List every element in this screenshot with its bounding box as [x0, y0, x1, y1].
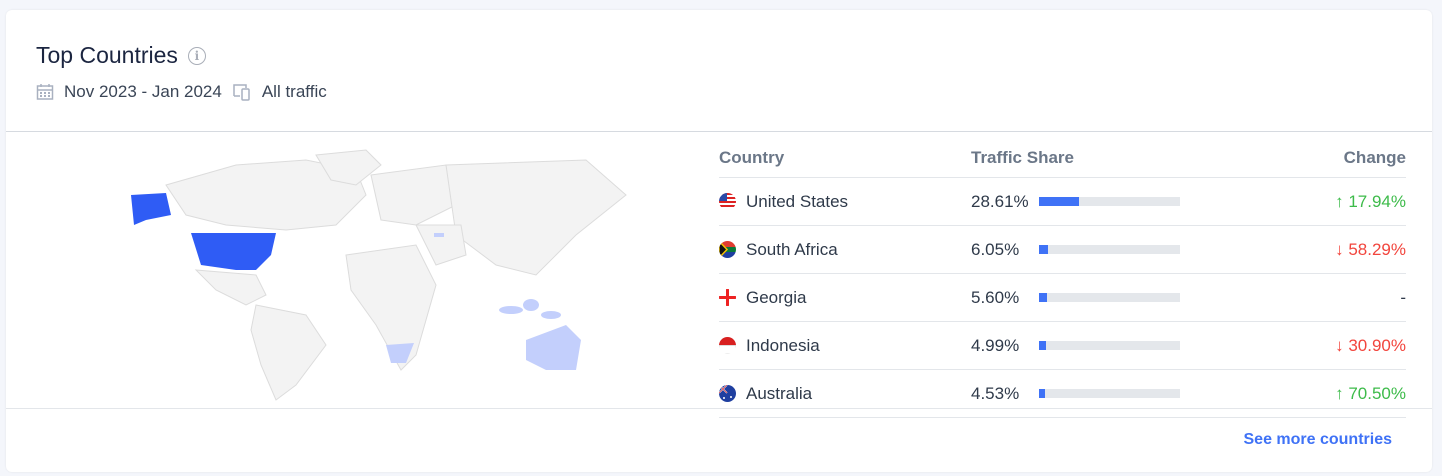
country-name[interactable]: South Africa — [746, 239, 838, 259]
traffic-share-cell: 4.99% — [971, 336, 1271, 356]
table-row[interactable]: Australia 4.53% ↑ 70.50% — [719, 370, 1406, 418]
map-south-america — [250, 304, 327, 401]
traffic-share-cell: 28.61% — [971, 192, 1271, 212]
traffic-share-bar — [1039, 197, 1180, 206]
change-value: ↓ 30.90% — [1335, 335, 1406, 355]
change-value: - — [1400, 287, 1406, 307]
flag-icon — [719, 241, 736, 258]
column-change: Change — [1343, 147, 1406, 167]
card-header: Top Countries i Nov 2023 - Jan 2024 All … — [6, 10, 1432, 132]
countries-table: Country Traffic Share Change United Stat… — [719, 138, 1406, 418]
country-name[interactable]: United States — [746, 191, 849, 211]
calendar-icon — [36, 84, 54, 100]
country-cell: Australia — [719, 384, 971, 404]
country-cell: South Africa — [719, 240, 971, 260]
traffic-share-bar — [1039, 293, 1180, 302]
column-country: Country — [719, 147, 785, 167]
traffic-share-bar — [1039, 341, 1180, 350]
card-meta: Nov 2023 - Jan 2024 All traffic — [36, 82, 327, 102]
traffic-share-bar-fill — [1039, 389, 1046, 398]
change-value: ↑ 70.50% — [1335, 383, 1406, 403]
flag-icon — [719, 289, 736, 306]
map-georgia — [434, 233, 444, 237]
traffic-share-bar-fill — [1039, 293, 1047, 302]
date-range: Nov 2023 - Jan 2024 — [64, 82, 222, 101]
traffic-share-bar — [1039, 245, 1180, 254]
change-value: ↑ 17.94% — [1335, 191, 1406, 211]
world-map — [131, 149, 627, 401]
table-row[interactable]: South Africa 6.05% ↓ 58.29% — [719, 226, 1406, 274]
traffic-share-value: 6.05% — [971, 239, 1020, 259]
column-traffic-share: Traffic Share — [971, 147, 1074, 167]
table-row[interactable]: Indonesia 4.99% ↓ 30.90% — [719, 322, 1406, 370]
traffic-share-bar-fill — [1039, 341, 1047, 350]
table-row[interactable]: Georgia 5.60% - — [719, 274, 1406, 322]
devices-icon — [233, 84, 250, 101]
traffic-share-cell: 6.05% — [971, 240, 1271, 260]
info-icon[interactable]: i — [187, 46, 206, 65]
change-value: ↓ 58.29% — [1335, 239, 1406, 259]
card-title: Top Countries i — [36, 42, 206, 69]
country-name[interactable]: Indonesia — [746, 335, 820, 355]
map-south-africa — [386, 343, 414, 363]
traffic-share-cell: 4.53% — [971, 384, 1271, 404]
country-name[interactable]: Georgia — [746, 287, 807, 307]
map-asia — [445, 159, 627, 276]
map-africa — [345, 244, 437, 371]
traffic-share-value: 5.60% — [971, 287, 1020, 307]
flag-icon — [719, 193, 736, 210]
table-row[interactable]: United States 28.61% ↑ 17.94% — [719, 178, 1406, 226]
see-more-countries-link[interactable]: See more countries — [1243, 431, 1393, 448]
map-alaska — [131, 193, 171, 225]
map-mexico — [194, 269, 267, 306]
traffic-share-bar-fill — [1039, 245, 1048, 254]
traffic-type: All traffic — [261, 82, 327, 101]
map-middle-east — [415, 224, 467, 266]
traffic-share-cell: 5.60% — [971, 288, 1271, 308]
country-cell: Indonesia — [719, 336, 971, 356]
traffic-share-bar — [1039, 389, 1180, 398]
country-cell: United States — [719, 192, 971, 212]
title-text: Top Countries — [36, 42, 178, 68]
traffic-share-value: 4.99% — [971, 335, 1020, 355]
country-cell: Georgia — [719, 288, 971, 308]
map-indonesia — [499, 299, 561, 319]
table-header: Country Traffic Share Change — [719, 138, 1406, 178]
map-europe — [370, 164, 457, 226]
country-name[interactable]: Australia — [746, 383, 813, 403]
map-usa — [191, 233, 276, 270]
flag-icon — [719, 385, 736, 402]
map-greenland — [315, 149, 382, 186]
flag-icon — [719, 337, 736, 354]
top-countries-card: Top Countries i Nov 2023 - Jan 2024 All … — [6, 10, 1432, 472]
map-australia — [526, 325, 581, 370]
card-footer: See more countries — [6, 408, 1432, 473]
map-canada — [165, 159, 367, 231]
traffic-share-value: 28.61% — [971, 191, 1029, 211]
traffic-share-value: 4.53% — [971, 383, 1020, 403]
traffic-share-bar-fill — [1039, 197, 1080, 206]
